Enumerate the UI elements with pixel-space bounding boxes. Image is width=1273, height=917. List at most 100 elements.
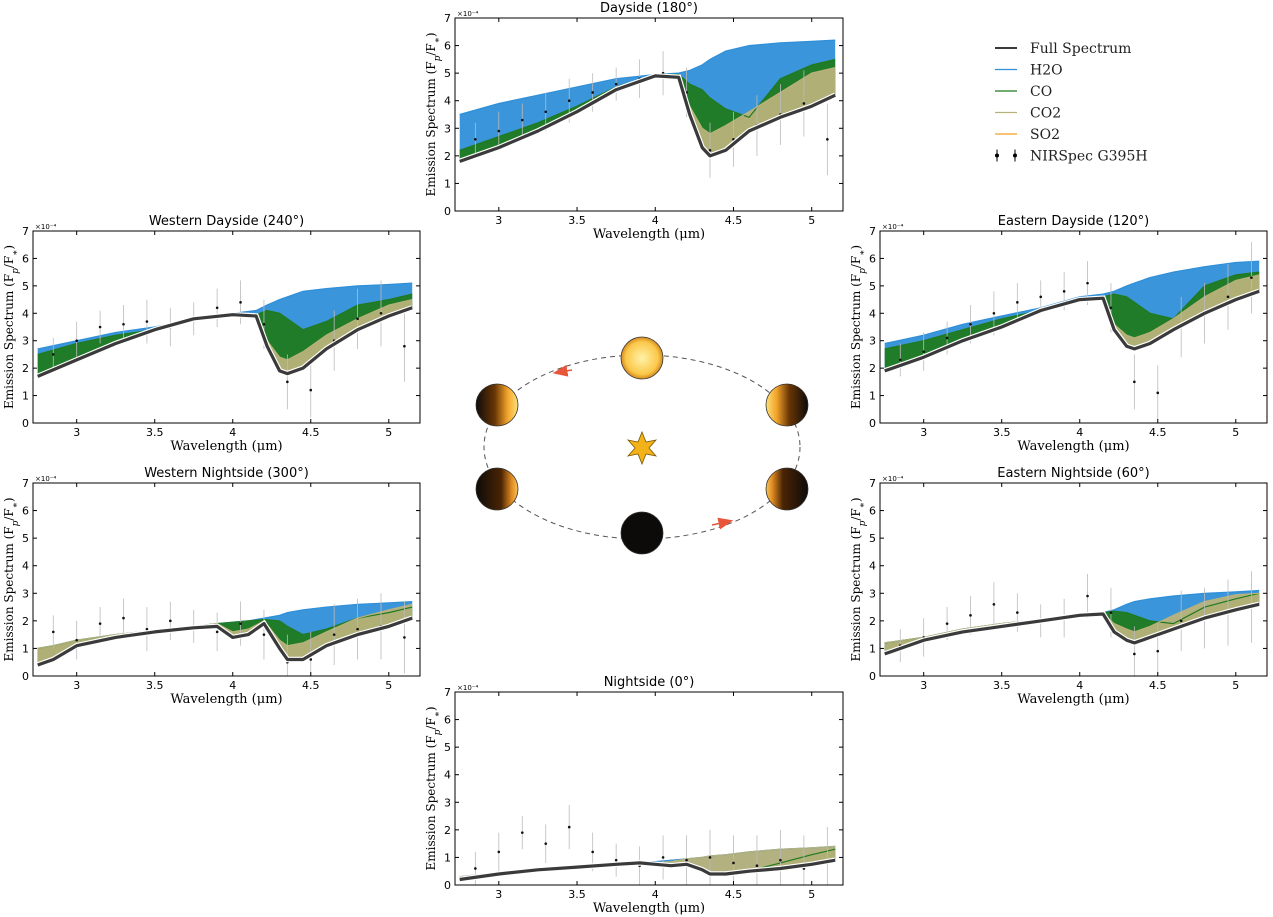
x-tick-label: 3 — [73, 679, 80, 692]
obs-point — [1016, 611, 1019, 614]
panel-0: 3 3.5 4 4.5 5 0 1 2 3 4 5 6 7 ×10⁻⁴ Nightside (0°) Wave… — [424, 675, 844, 916]
x-tick-label: 4 — [229, 679, 236, 692]
band-h2o-60 — [884, 590, 1260, 654]
obs-point — [1156, 391, 1160, 395]
panel-title: Eastern Nightside (60°) — [997, 466, 1149, 481]
obs-point — [1133, 380, 1136, 384]
y-tick-label: 2 — [22, 362, 29, 375]
legend-label: Full Spectrum — [1030, 41, 1131, 57]
y-scale-label: ×10⁻⁴ — [882, 475, 903, 483]
y-tick-label: 7 — [444, 686, 451, 699]
y-tick-label: 1 — [869, 642, 876, 655]
obs-point — [169, 619, 172, 623]
obs-point — [591, 91, 594, 94]
band-co2-240 — [37, 299, 413, 377]
obs-point — [614, 858, 618, 862]
obs-point — [239, 622, 242, 625]
planet-phase-60 — [765, 467, 809, 511]
axes-frame — [454, 691, 844, 886]
band-co2-180 — [459, 67, 836, 162]
full-spectrum-line-240 — [37, 306, 413, 378]
y-tick-label: 3 — [22, 587, 29, 600]
x-tick-label: 3.5 — [568, 214, 586, 227]
obs-point — [286, 380, 289, 384]
panel-180: 3 3.5 4 4.5 5 0 1 2 3 4 5 6 7 ×10⁻⁴ Dayside (180°) Wave… — [424, 1, 844, 242]
obs-point — [332, 633, 336, 636]
panel-60: 3 3.5 4 4.5 5 0 1 2 3 4 5 6 7 ×10⁻⁴ Eastern Nightside … — [849, 466, 1268, 707]
y-tick-label: 3 — [444, 122, 451, 135]
orbit-diagram — [475, 336, 809, 555]
obs-point — [520, 118, 524, 122]
planet-phase-180 — [620, 336, 664, 380]
obs-point — [122, 322, 125, 326]
legend-label: NIRSpec G395H — [1030, 149, 1148, 165]
panel-title: Dayside (180°) — [600, 1, 698, 16]
x-tick-label: 4.5 — [1149, 426, 1167, 439]
panel-title: Eastern Dayside (120°) — [998, 214, 1149, 229]
obs-point — [497, 129, 501, 133]
obs-point — [1156, 649, 1160, 653]
x-axis-label: Wavelength (μm) — [170, 439, 282, 454]
legend-label: H2O — [1030, 63, 1063, 79]
obs-point — [474, 867, 477, 870]
obs-point — [661, 856, 665, 859]
obs-point — [1086, 281, 1089, 285]
y-tick-label: 1 — [22, 642, 29, 655]
x-tick-label: 5 — [808, 214, 815, 227]
obs-point — [802, 102, 806, 105]
y-tick-label: 0 — [22, 670, 29, 683]
legend-label: CO2 — [1030, 106, 1061, 122]
y-tick-label: 6 — [869, 505, 876, 518]
x-tick-label: 4 — [229, 426, 236, 439]
obs-point — [614, 82, 618, 86]
y-tick-label: 4 — [869, 307, 876, 320]
x-tick-label: 4.5 — [302, 679, 320, 692]
y-tick-label: 2 — [869, 362, 876, 375]
y-tick-label: 6 — [22, 505, 29, 518]
obs-point — [1086, 594, 1089, 598]
obs-point — [356, 317, 359, 321]
full-spectrum-line-0 — [459, 858, 836, 882]
y-tick-label: 4 — [22, 307, 29, 320]
obs-point — [1226, 295, 1230, 299]
y-tick-label: 5 — [22, 532, 29, 545]
y-tick-label: 6 — [444, 714, 451, 727]
y-axis-label: Emission Spectrum (Fp/F∗) — [424, 32, 443, 196]
band-h2o-120 — [884, 261, 1260, 371]
obs-point — [1109, 306, 1113, 310]
obs-point — [732, 861, 735, 865]
obs-point — [898, 358, 902, 362]
y-axis-label: Emission Spectrum (Fp/F∗) — [2, 497, 21, 661]
x-tick-label: 4.5 — [1149, 679, 1167, 692]
panel-240: 3 3.5 4 4.5 5 0 1 2 3 4 5 6 7 ×10⁻⁴ Western Dayside (2… — [2, 214, 421, 454]
obs-point — [98, 622, 102, 625]
x-tick-label: 4 — [652, 888, 659, 901]
obs-point — [1062, 290, 1066, 293]
obs-point — [544, 842, 548, 845]
y-tick-label: 3 — [869, 587, 876, 600]
full-spectrum-line-120 — [884, 289, 1260, 373]
obs-point — [969, 614, 972, 617]
y-tick-label: 4 — [869, 560, 876, 573]
x-axis-label: Wavelength (μm) — [170, 692, 282, 707]
x-tick-label: 3 — [920, 679, 927, 692]
obs-point — [544, 110, 548, 114]
obs-point — [262, 633, 266, 636]
obs-point — [356, 627, 359, 631]
y-axis-label: Emission Spectrum (Fp/F∗) — [849, 245, 868, 409]
panel-300: 3 3.5 4 4.5 5 0 1 2 3 4 5 6 7 ×10⁻⁴ Western Nightside … — [2, 466, 421, 707]
y-axis-label: Emission Spectrum (Fp/F∗) — [849, 497, 868, 661]
axes-frame — [32, 230, 421, 424]
host-star-icon — [626, 430, 658, 466]
line-h2o-240 — [37, 282, 413, 350]
x-tick-label: 3 — [495, 214, 502, 227]
full-spectrum-line-60 — [884, 602, 1260, 656]
obs-point — [755, 864, 759, 867]
y-tick-label: 5 — [869, 532, 876, 545]
x-tick-label: 4.5 — [725, 888, 743, 901]
x-tick-label: 3 — [920, 426, 927, 439]
obs-point — [497, 850, 501, 854]
obs-point — [51, 630, 55, 634]
line-h2o-180 — [459, 39, 836, 116]
y-tick-label: 2 — [444, 150, 451, 163]
